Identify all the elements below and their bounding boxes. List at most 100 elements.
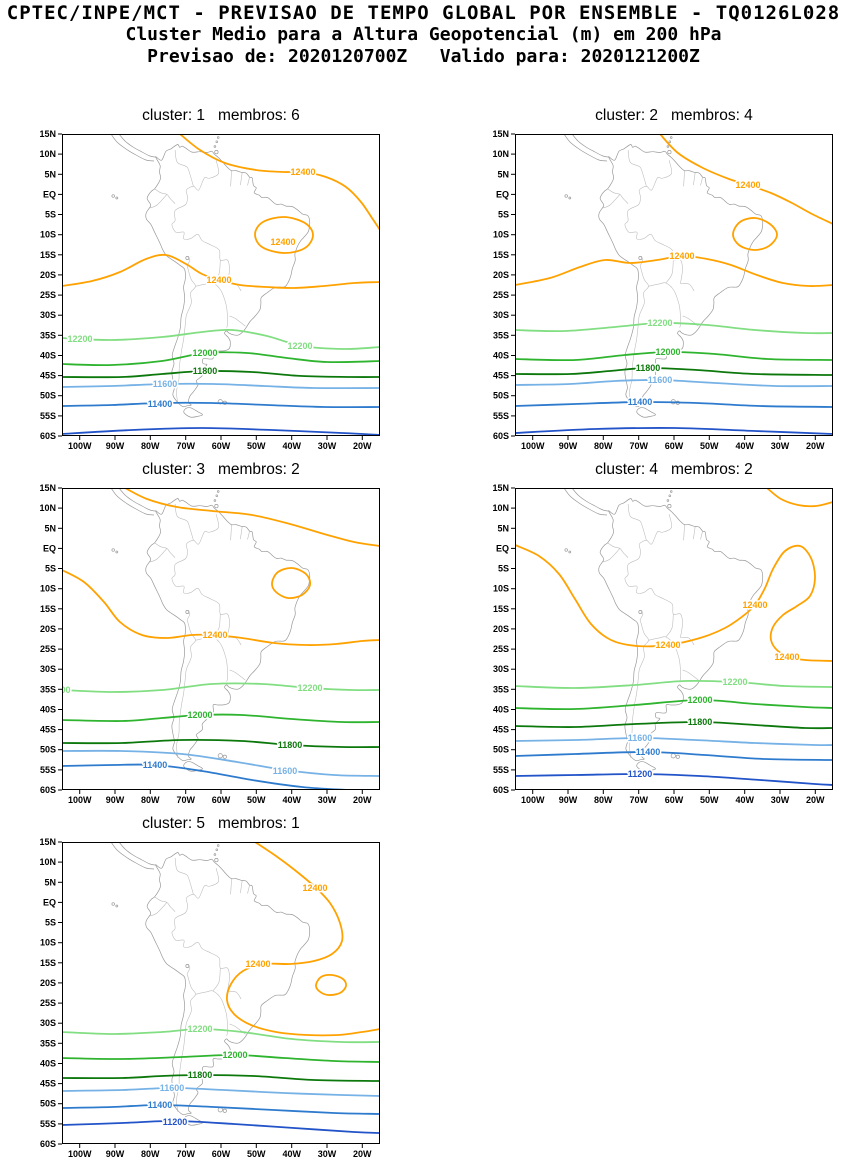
lon-tick-label: 20W [353, 441, 372, 450]
contour-12400 [124, 488, 380, 547]
lat-tick-label: 10S [493, 584, 509, 594]
contour-label-12000: 12000 [655, 347, 680, 357]
contour-12400 [315, 974, 348, 996]
contour-11600 [515, 379, 833, 388]
lat-tick-label: 20S [493, 270, 509, 280]
contour-lines [62, 488, 380, 790]
lon-tick-label: 60W [665, 795, 684, 804]
lat-tick-label: 35S [493, 684, 509, 694]
contour-label-12200: 12200 [722, 677, 747, 687]
map-geography [110, 842, 311, 1126]
contour-11600 [62, 1087, 380, 1097]
lat-tick-label: 25S [40, 998, 56, 1008]
lat-tick-label: 55S [40, 411, 56, 421]
contour-12200 [62, 682, 380, 693]
lat-tick-label: 5N [497, 523, 509, 533]
map-cluster-4: 12400 12400 12400 12200 12000 11800 11600 11400… [492, 483, 833, 804]
contour-label-11800: 11800 [278, 740, 303, 750]
lat-tick-label: 50S [40, 745, 56, 755]
contour-labels: 12400 12200 12200 12000 11800 11600 11400 [45, 629, 324, 778]
contour-label-11800: 11800 [188, 1070, 213, 1080]
lon-tick-label: 50W [700, 795, 719, 804]
lat-tick-label: 5N [44, 877, 56, 887]
contour-11400 [62, 763, 348, 790]
contour-11800 [515, 367, 833, 376]
lat-tick-label: 5N [44, 169, 56, 179]
lat-tick-label: 5S [45, 918, 56, 928]
contour-11800 [62, 739, 380, 749]
lat-tick-label: 40S [40, 705, 56, 715]
lon-tick-label: 70W [629, 795, 648, 804]
lat-tick-label: 15S [40, 604, 56, 614]
lat-tick-label: 40S [40, 351, 56, 361]
map-cluster-2: 12400 12400 12200 12000 11800 11600 11400 15N 10… [492, 129, 833, 450]
lon-tick-label: 20W [806, 795, 825, 804]
contour-labels: 12400 12400 12400 12200 12000 11800 11600 11400… [626, 599, 801, 781]
contour-11800 [62, 370, 380, 379]
lon-tick-label: 80W [141, 1149, 160, 1158]
lat-tick-label: 45S [493, 725, 509, 735]
lat-tick-label: 20S [40, 978, 56, 988]
contour-11400 [62, 401, 380, 409]
contour-label-12200: 12200 [45, 685, 70, 695]
contour-12400 [62, 569, 380, 646]
lat-tick-label: 10N [492, 503, 509, 513]
lat-tick-label: 60S [40, 431, 56, 441]
panel-title-cluster-3: cluster: 3 membros: 2 [142, 461, 300, 478]
cluster-panel-5: cluster: 5 membros: 1 12400 12400 12200 1200… [31, 814, 383, 1158]
contour-label-11400: 11400 [148, 399, 173, 409]
lon-tick-label: 70W [629, 441, 648, 450]
lat-tick-label: 30S [40, 1018, 56, 1028]
contour-12400 [732, 217, 778, 251]
lat-tick-label: 35S [40, 684, 56, 694]
contour-11800 [62, 1074, 380, 1082]
lat-tick-label: 15N [39, 129, 56, 139]
lon-tick-label: 70W [176, 441, 195, 450]
lon-tick-label: 40W [282, 1149, 301, 1158]
contour-label-11600: 11600 [153, 379, 178, 389]
map-frame [515, 488, 833, 790]
lon-tick-label: 60W [212, 795, 231, 804]
lon-tick-label: 90W [559, 795, 578, 804]
lat-tick-label: EQ [43, 543, 56, 553]
contour-12000 [62, 351, 380, 367]
lon-tick-label: 50W [247, 1149, 266, 1158]
chart-header: CPTEC/INPE/MCT - PREVISAO DE TEMPO GLOBA… [0, 2, 847, 68]
contour-11400 [515, 751, 833, 761]
lat-tick-label: 15S [40, 958, 56, 968]
lon-tick-label: 30W [318, 795, 337, 804]
panel-title-cluster-1: cluster: 1 membros: 6 [142, 107, 300, 124]
contour-lines [515, 134, 833, 435]
main-title: CPTEC/INPE/MCT - PREVISAO DE TEMPO GLOBA… [6, 2, 841, 24]
map-geography [110, 134, 311, 418]
lat-tick-label: 50S [493, 745, 509, 755]
lat-tick-label: EQ [496, 189, 509, 199]
lon-tick-label: 90W [106, 1149, 125, 1158]
contour-12000 [515, 699, 833, 711]
lat-tick-label: 50S [40, 391, 56, 401]
lat-tick-label: 10N [492, 149, 509, 159]
lat-tick-label: EQ [43, 189, 56, 199]
lat-tick-label: 10N [39, 503, 56, 513]
lon-tick-label: 30W [318, 441, 337, 450]
contour-label-12400: 12400 [245, 959, 270, 969]
lon-tick-label: 70W [176, 1149, 195, 1158]
contour-label-11600: 11600 [273, 766, 298, 776]
lat-tick-label: 45S [40, 725, 56, 735]
contour-label-11600: 11600 [628, 733, 653, 743]
lon-tick-label: 80W [594, 795, 613, 804]
contour-11600 [515, 737, 833, 747]
lon-tick-label: 40W [282, 441, 301, 450]
lon-tick-label: 60W [212, 441, 231, 450]
lat-tick-label: 10S [40, 230, 56, 240]
contour-labels: 12400 12400 12400 12200 12200 12000 11800 11600… [66, 166, 317, 411]
contour-label-12200: 12200 [67, 334, 92, 344]
contour-12400 [659, 134, 833, 225]
lon-tick-label: 80W [141, 795, 160, 804]
lon-tick-label: 80W [141, 441, 160, 450]
map-frame [515, 134, 833, 436]
lat-tick-label: EQ [43, 897, 56, 907]
lon-tick-label: 80W [594, 441, 613, 450]
lon-tick-label: 90W [106, 795, 125, 804]
map-frame [62, 842, 380, 1144]
